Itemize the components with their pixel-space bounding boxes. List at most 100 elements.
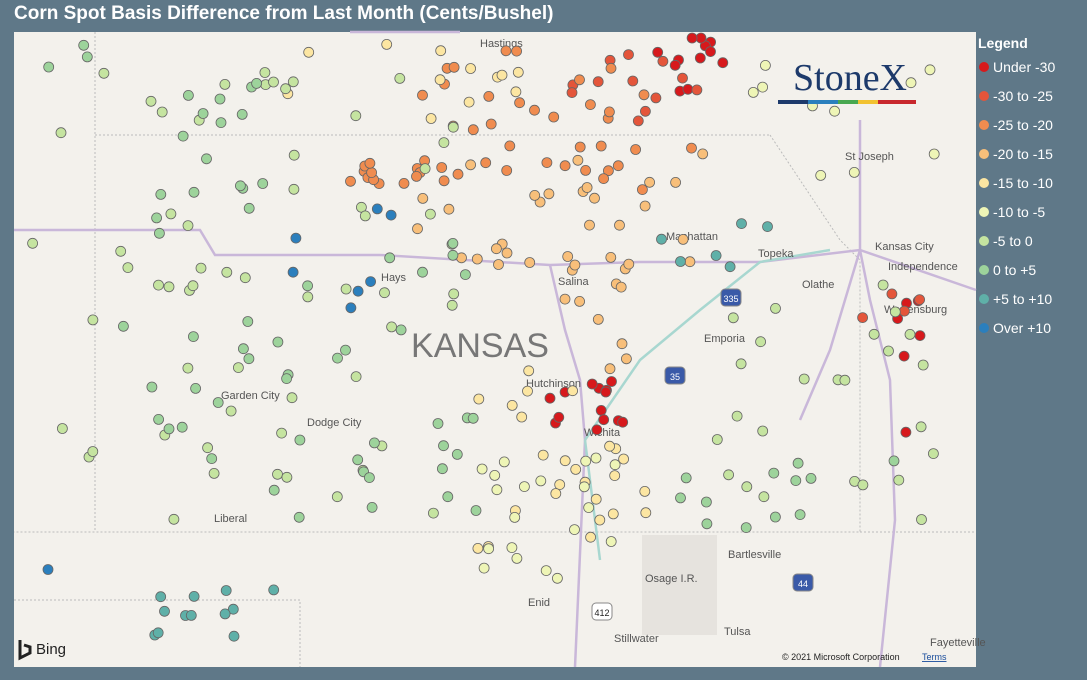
legend-label: 0 to +5 <box>993 262 1036 278</box>
legend-swatch <box>979 120 989 130</box>
location-point <box>798 373 810 385</box>
location-point <box>736 218 747 230</box>
location-point <box>268 584 280 596</box>
location-point <box>552 572 563 584</box>
location-point <box>220 585 232 596</box>
location-point <box>928 148 940 160</box>
location-point <box>570 463 582 475</box>
location-point <box>187 331 199 343</box>
location-point <box>592 313 604 325</box>
location-point <box>288 149 300 161</box>
location-point <box>711 434 723 445</box>
location-point <box>638 89 650 101</box>
location-point <box>632 115 644 127</box>
location-point <box>182 90 194 101</box>
location-point <box>145 95 157 107</box>
location-point <box>350 110 362 122</box>
location-point <box>447 237 459 249</box>
location-point <box>569 259 581 271</box>
highway-number: 335 <box>723 294 738 304</box>
location-point <box>794 509 806 520</box>
location-point <box>511 553 523 564</box>
location-point <box>623 258 635 270</box>
place-label: Olathe <box>802 279 834 291</box>
location-point <box>471 253 483 265</box>
location-point <box>580 455 592 467</box>
location-point <box>212 397 224 408</box>
location-point <box>598 414 610 426</box>
place-label: Tulsa <box>724 626 751 638</box>
place-label: Bartlesville <box>728 549 781 561</box>
location-point <box>567 385 578 397</box>
location-point <box>146 381 158 393</box>
place-label: Dodge City <box>307 417 362 429</box>
location-point <box>294 434 306 446</box>
location-point <box>465 63 477 74</box>
title: Corn Spot Basis Difference from Last Mon… <box>14 3 554 24</box>
location-point <box>857 312 868 324</box>
location-point <box>652 46 664 58</box>
location-point <box>345 302 357 314</box>
location-point <box>559 160 571 172</box>
location-point <box>574 74 585 86</box>
terms-link[interactable]: Terms <box>922 652 947 662</box>
location-point <box>686 32 698 44</box>
location-point <box>122 262 134 274</box>
highway-shield <box>591 602 613 621</box>
location-point <box>425 113 437 124</box>
map-background <box>14 32 976 667</box>
location-point <box>368 437 380 449</box>
highways: 335 35 44 412 <box>591 288 814 621</box>
location-point <box>640 507 652 519</box>
location-point <box>535 475 547 487</box>
highway-shield <box>792 573 814 592</box>
location-point <box>553 411 565 423</box>
location-point <box>359 210 371 222</box>
location-point <box>243 353 255 365</box>
location-point <box>770 511 781 523</box>
highway-shield <box>720 288 742 307</box>
location-point <box>268 484 280 496</box>
location-point <box>550 488 562 499</box>
location-point <box>717 57 729 69</box>
location-point <box>731 410 743 422</box>
location-point <box>237 343 249 355</box>
location-point <box>506 542 518 553</box>
location-point <box>623 49 634 60</box>
location-point <box>915 421 927 433</box>
location-point <box>510 86 522 98</box>
location-point <box>363 472 375 484</box>
location-point <box>290 232 302 244</box>
location-point <box>87 314 99 326</box>
legend-swatch <box>979 265 989 275</box>
location-point <box>609 459 621 471</box>
legend-swatch <box>979 178 989 188</box>
location-point <box>442 491 454 503</box>
location-point <box>686 142 697 154</box>
location-point <box>762 221 773 233</box>
legend-swatch <box>979 294 989 304</box>
location-point <box>163 423 175 435</box>
location-point <box>621 353 632 365</box>
location-point <box>81 51 93 63</box>
location-point <box>435 45 447 57</box>
location-point <box>302 280 314 292</box>
location-point <box>504 140 516 152</box>
legend-label: -15 to -10 <box>993 175 1053 191</box>
location-point <box>472 543 484 554</box>
location-point <box>839 374 851 386</box>
location-point <box>514 97 525 109</box>
location-point <box>543 188 555 200</box>
location-point <box>280 83 292 95</box>
location-point <box>585 531 596 543</box>
location-point <box>239 272 251 284</box>
location-point <box>900 426 912 438</box>
location-point <box>501 247 513 259</box>
location-point <box>598 173 609 185</box>
location-point <box>208 467 220 479</box>
legend-swatch <box>979 323 989 333</box>
logo: StoneX <box>793 57 907 99</box>
location-point <box>614 219 625 231</box>
legend: Under -30 -30 to -25 -25 to -20 -20 to -15 -… <box>979 59 1055 336</box>
place-label: Independence <box>888 261 958 273</box>
